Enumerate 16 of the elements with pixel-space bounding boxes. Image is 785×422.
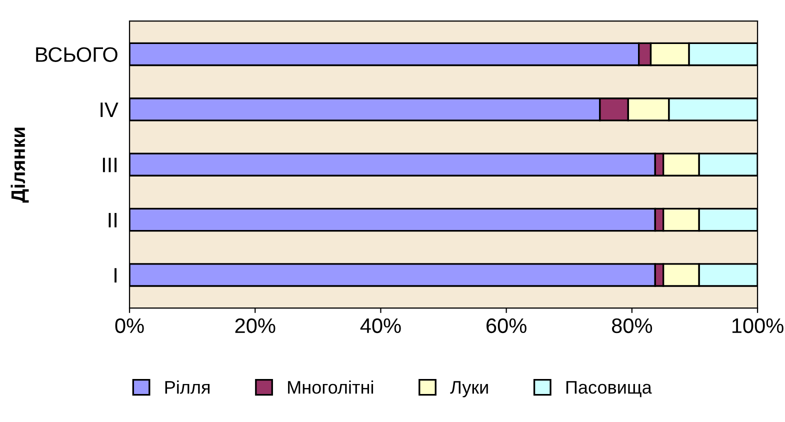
x-tick-label: 40% (360, 318, 401, 334)
legend-label: Пасовища (566, 381, 652, 398)
y-tick-label: I (114, 268, 116, 282)
legend-label: Многолітні (288, 380, 374, 394)
x-tick-label: 0% (115, 318, 144, 334)
x-tick-label: 80% (612, 318, 652, 334)
y-tick-label: II (108, 212, 116, 228)
x-tick-label: 60% (486, 318, 526, 334)
legend-label: Луки (450, 381, 488, 398)
x-tick-label: 20% (235, 318, 276, 334)
legend-label: Рілля (165, 380, 210, 394)
x-tick-label: 100% (732, 318, 784, 334)
y-axis-title: Ділянки (10, 128, 29, 203)
y-tick-label: ВСЬОГО (36, 47, 118, 62)
y-tick-label: III (102, 158, 116, 172)
y-tick-label: IV (100, 102, 118, 117)
